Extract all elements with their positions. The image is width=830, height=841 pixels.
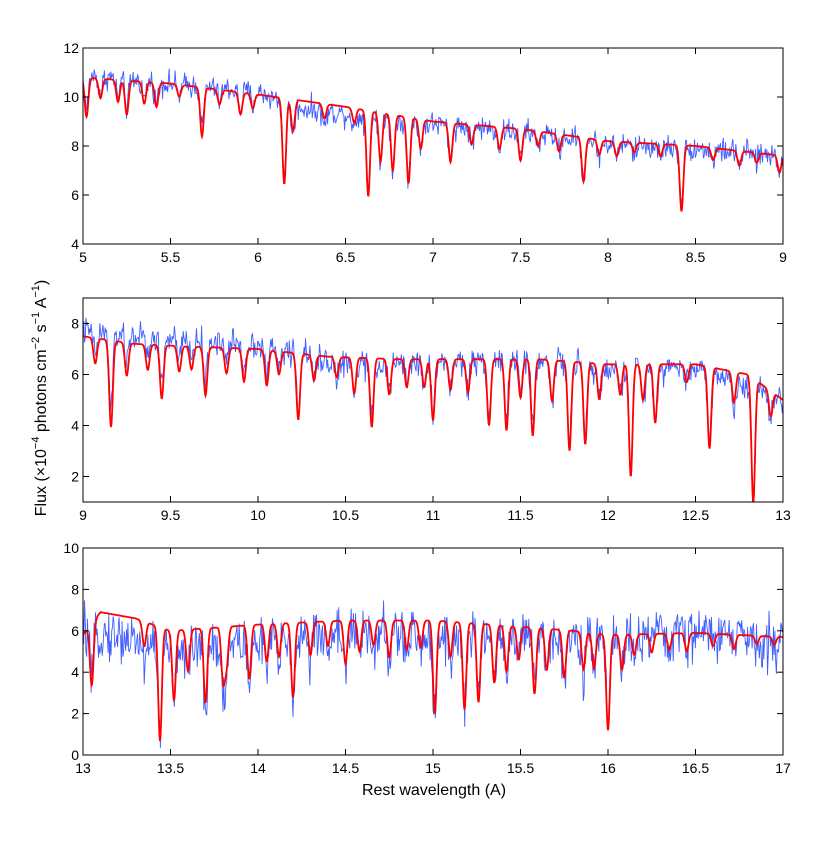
y-label-mid3: A: [33, 297, 50, 312]
y-tick-label: 2: [71, 706, 79, 722]
x-tick-label: 15: [425, 760, 441, 776]
y-tick-label: 2: [71, 469, 79, 485]
x-tick-label: 17: [775, 760, 791, 776]
model-series-2: [83, 335, 783, 502]
y-label-suffix: ): [33, 280, 50, 285]
x-tick-label: 8.5: [686, 249, 706, 265]
panel-3: 13 13.5 14 14.5 15 15.5 16 16.5 17 0 2 4 6 8 10: [63, 540, 791, 776]
x-tick-label: 11.5: [507, 507, 533, 523]
y-label-exp3: −1: [30, 312, 42, 325]
x-tick-label: 13: [775, 507, 791, 523]
y-tick-label: 6: [71, 367, 79, 383]
y-label-mid2: s: [33, 324, 50, 336]
y-tick-label: 4: [71, 236, 79, 252]
x-tick-label: 16.5: [682, 760, 709, 776]
y-tick-label: 10: [63, 540, 79, 556]
y-label-mid1: photons cm: [33, 349, 50, 436]
panel-2: 9 9.5 10 10.5 11 11.5 12 12.5 13 2 4 6 8: [71, 297, 791, 523]
x-tick-label: 9: [79, 507, 87, 523]
y-tick-label: 6: [71, 623, 79, 639]
y-axis-label: Flux (×10−4 photons cm−2 s−1 A−1): [30, 280, 50, 517]
x-tick-label: 7.5: [511, 249, 531, 265]
x-tick-label: 12.5: [682, 507, 709, 523]
data-series-2: [83, 317, 783, 502]
x-tick-label: 10.5: [332, 507, 359, 523]
x-axis-label: Rest wavelength (A): [362, 782, 506, 799]
y-tick-label: 0: [71, 747, 79, 763]
y-label-exp4: −1: [30, 285, 42, 298]
x-tick-label: 6: [254, 249, 262, 265]
y-tick-label: 4: [71, 664, 79, 680]
y-tick-label: 8: [71, 581, 79, 597]
x-tick-label: 6.5: [336, 249, 356, 265]
x-tick-label: 9.5: [161, 507, 181, 523]
x-tick-label: 8: [604, 249, 612, 265]
model-series-3: [83, 611, 783, 742]
y-label-prefix: Flux (×10: [33, 449, 50, 516]
y-label-exp2: −2: [30, 337, 42, 350]
x-tick-label: 14: [250, 760, 266, 776]
y-tick-label: 4: [71, 418, 79, 434]
x-tick-label: 16: [600, 760, 616, 776]
x-tick-label: 13.5: [157, 760, 184, 776]
model-series-1: [83, 77, 783, 212]
x-tick-label: 12: [600, 507, 616, 523]
x-tick-label: 10: [250, 507, 266, 523]
y-label-exp1: −4: [30, 437, 42, 450]
x-tick-label: 9: [779, 249, 787, 265]
x-tick-label: 5.5: [161, 249, 181, 265]
x-tick-label: 15.5: [507, 760, 534, 776]
panel-1: 5 5.5 6 6.5 7 7.5 8 8.5 9 4 6 8 10 12: [63, 40, 787, 265]
x-tick-label: 14.5: [332, 760, 359, 776]
y-tick-label: 8: [71, 316, 79, 332]
x-tick-label: 13: [75, 760, 91, 776]
y-tick-label: 12: [63, 40, 79, 56]
x-tick-label: 7: [429, 249, 437, 265]
data-series-3: [83, 600, 783, 748]
y-tick-label: 10: [63, 89, 79, 105]
y-tick-label: 8: [71, 138, 79, 154]
x-tick-label: 5: [79, 249, 87, 265]
x-tick-label: 11: [426, 507, 441, 523]
panels: 5 5.5 6 6.5 7 7.5 8 8.5 9 4 6 8 10 12 9 9.5 10 10.5 11 11.5…: [63, 40, 791, 776]
y-tick-label: 6: [71, 187, 79, 203]
